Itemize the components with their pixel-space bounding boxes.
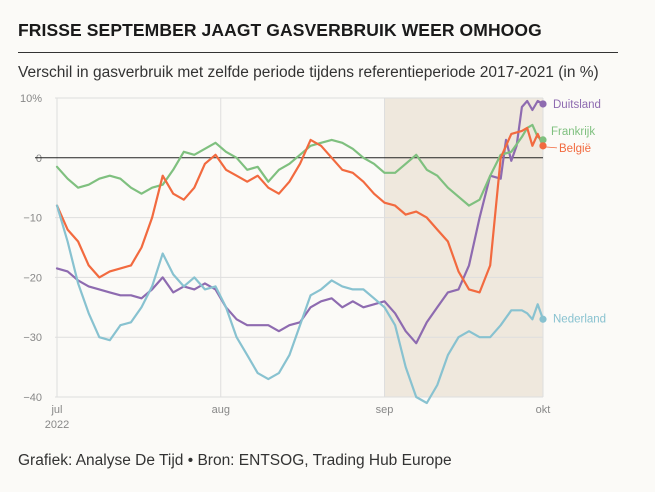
end-dot-nederland	[539, 315, 547, 323]
chart-credit: Grafiek: Analyse De Tijd • Bron: ENTSOG,…	[18, 452, 452, 469]
x-tick-sublabel: 2022	[45, 419, 69, 431]
series-line-nederland	[55, 204, 545, 405]
series-line-duitsland	[55, 99, 545, 345]
y-tick-label: −20	[23, 272, 42, 284]
series-label-duitsland: Duitsland	[553, 99, 601, 111]
y-tick-label: 10%	[20, 93, 42, 105]
series-label-nederland: Nederland	[553, 313, 606, 325]
end-dot-frankrijk	[539, 136, 547, 144]
label-leader	[544, 146, 558, 149]
x-tick-label: okt	[536, 404, 551, 416]
x-tick-label: jul	[50, 404, 62, 416]
x-tick-label: sep	[376, 404, 394, 416]
end-dot-belgië	[539, 142, 547, 150]
series-line-frankrijk	[55, 123, 545, 207]
chart-subtitle: Verschil in gasverbruik met zelfde perio…	[18, 64, 599, 81]
series-label-belgië: België	[559, 143, 591, 155]
chart-title: FRISSE SEPTEMBER JAAGT GASVERBRUIK WEER …	[18, 20, 542, 40]
title-rule	[18, 52, 618, 53]
y-tick-label: 0	[36, 153, 42, 165]
shaded-period	[384, 98, 543, 397]
series-line-belgië	[55, 126, 545, 294]
y-tick-label: −40	[23, 392, 42, 404]
x-tick-label: aug	[212, 404, 230, 416]
series-label-frankrijk: Frankrijk	[551, 126, 595, 138]
y-tick-label: −10	[23, 213, 42, 225]
y-tick-label: −30	[23, 332, 42, 344]
end-dot-duitsland	[539, 100, 547, 108]
